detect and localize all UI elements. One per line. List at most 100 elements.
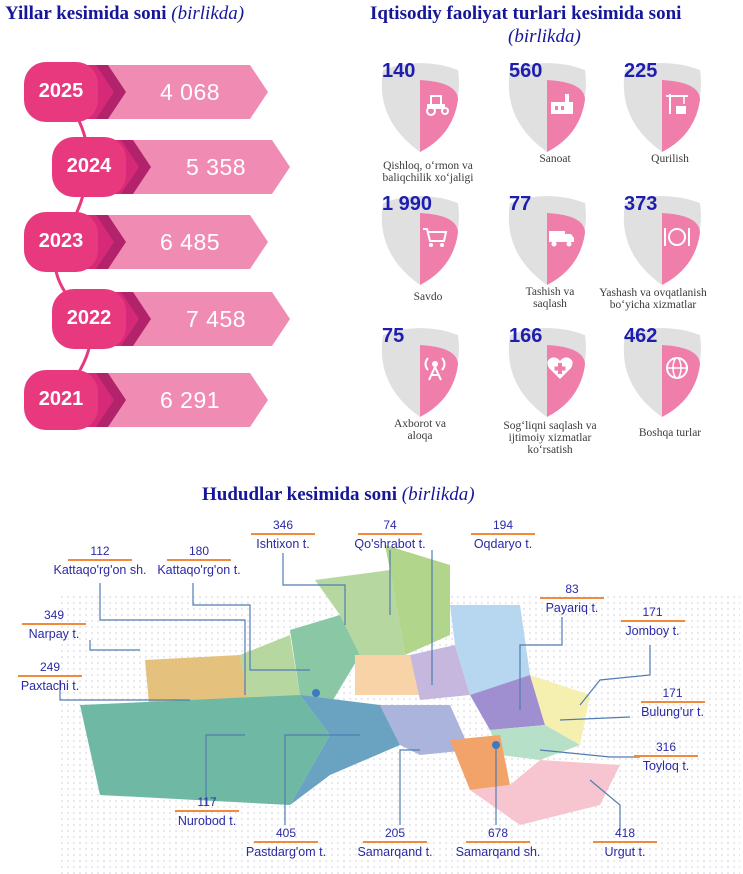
region-bar xyxy=(540,597,604,599)
region-narpay xyxy=(240,635,300,710)
sector-value: 462 xyxy=(624,325,658,347)
globe-icon xyxy=(666,357,688,379)
years-title: Yillar kesimida soni (birlikda) xyxy=(5,3,245,24)
year-row-2025: 2025 4 068 xyxy=(0,57,320,127)
region-value: 74 xyxy=(383,518,397,532)
region-bar xyxy=(620,620,685,622)
dining-icon xyxy=(664,228,690,246)
region-name: Nurobod t. xyxy=(177,814,237,828)
region-value: 249 xyxy=(39,660,61,674)
region-kattaqorgon-sh xyxy=(355,655,420,695)
region-pastdargom xyxy=(80,695,330,805)
years-unit: (birlikda) xyxy=(171,3,245,24)
region-label-nurobod: 117 Nurobod t. xyxy=(167,795,247,828)
region-value: 678 xyxy=(487,826,509,840)
regions-title: Hududlar kesimida soni (birlikda) xyxy=(202,484,475,505)
truck-icon xyxy=(549,231,574,247)
sector-value: 1 990 xyxy=(382,193,433,215)
crane-icon xyxy=(666,94,688,114)
region-map xyxy=(59,545,740,874)
shield-shape xyxy=(381,328,459,417)
sector-label: Yashash va ovqatlanish bo‘yicha xizmatla… xyxy=(599,287,707,311)
region-bar xyxy=(254,841,318,843)
region-bulungur xyxy=(530,675,590,745)
sector-value: 77 xyxy=(509,193,532,215)
sector-label: Sog‘liqni saqlash va ijtimoiy xizmatlar … xyxy=(503,420,597,456)
region-label-payariq: 83 Payariq t. xyxy=(532,582,612,615)
region-bar xyxy=(167,559,231,561)
map-city-marker xyxy=(492,741,500,749)
year-arrow xyxy=(24,62,268,122)
sector-card: 1 990 Savdo xyxy=(368,193,488,318)
sector-value: 225 xyxy=(624,60,658,82)
shield-shape xyxy=(623,196,701,285)
year-row-2023: 2023 6 485 xyxy=(0,207,320,277)
region-value: 180 xyxy=(188,544,210,558)
region-name: Samarqand sh. xyxy=(455,845,541,859)
year-arrow xyxy=(24,370,268,430)
region-bar xyxy=(175,810,239,812)
sector-value: 166 xyxy=(509,325,543,347)
sector-card: 560 Sanoat xyxy=(495,60,615,185)
region-oqdaryo xyxy=(410,645,470,700)
year-value: 7 458 xyxy=(186,306,247,332)
sector-value: 140 xyxy=(382,60,416,82)
region-label-ishtixon: 346 Ishtixon t. xyxy=(243,518,323,551)
health-icon xyxy=(547,357,573,379)
year-value: 4 068 xyxy=(160,79,221,105)
region-label-samarqand-sh: 678 Samarqand sh. xyxy=(448,826,548,859)
tractor-icon xyxy=(426,95,449,116)
sector-value: 75 xyxy=(382,325,405,347)
shield-shape xyxy=(508,63,586,152)
sector-card: 225 Qurilish xyxy=(610,60,730,185)
region-value: 418 xyxy=(614,826,636,840)
sector-label: Boshqa turlar xyxy=(638,427,702,439)
year-label: 2021 xyxy=(38,388,84,410)
sector-value: 373 xyxy=(624,193,658,215)
region-value: 405 xyxy=(275,826,297,840)
sector-label: Qurilish xyxy=(651,153,689,165)
sector-label: Sanoat xyxy=(539,153,571,165)
sector-card: 373 Yashash va ovqatlanish bo‘yicha xizm… xyxy=(599,193,730,318)
region-value: 117 xyxy=(197,795,217,809)
region-urgut xyxy=(470,760,620,825)
year-label: 2023 xyxy=(38,230,84,252)
sector-label: Axborot va aloqa xyxy=(393,418,447,442)
region-bar xyxy=(22,623,86,625)
region-label-bulungur: 171 Bulung'ur t. xyxy=(630,686,715,719)
region-bar xyxy=(640,701,705,703)
region-name: Jomboy t. xyxy=(625,624,680,638)
region-label-narpay: 349 Narpay t. xyxy=(14,608,94,641)
region-value: 171 xyxy=(662,686,683,700)
region-label-kattaqorgon-sh: 112 Kattaqo'rg'on sh. xyxy=(30,544,170,577)
map-center-marker xyxy=(312,689,320,697)
region-label-kattaqorgon-t: 180 Kattaqo'rg'on t. xyxy=(134,544,264,577)
region-bar xyxy=(358,533,422,535)
year-row-2022: 2022 7 458 xyxy=(0,284,320,354)
region-kattaqorgon-t xyxy=(290,615,360,705)
year-label: 2025 xyxy=(38,80,84,102)
factory-icon xyxy=(551,94,573,114)
sector-card: 77 Tashish va saqlash xyxy=(495,193,615,318)
region-bar xyxy=(18,675,82,677)
region-name: Samarqand t. xyxy=(357,845,433,859)
region-name: Payariq t. xyxy=(545,601,599,615)
shield-shape xyxy=(623,328,701,417)
region-value: 171 xyxy=(642,605,663,619)
year-row-2021: 2021 6 291 xyxy=(0,365,320,435)
region-value: 194 xyxy=(492,518,514,532)
antenna-icon xyxy=(424,357,446,381)
region-label-paxtachi: 249 Paxtachi t. xyxy=(10,660,90,693)
region-label-samarqand-t: 205 Samarqand t. xyxy=(350,826,440,859)
region-value: 316 xyxy=(655,740,677,754)
region-name: Narpay t. xyxy=(28,627,80,641)
year-arrow xyxy=(52,289,290,349)
sector-card: 75 Axborot va aloqa xyxy=(368,325,488,450)
year-label: 2024 xyxy=(66,155,112,177)
sector-card: 462 Boshqa turlar xyxy=(610,325,730,450)
region-name: Oqdaryo t. xyxy=(473,537,533,551)
year-arrow xyxy=(52,137,290,197)
region-label-pastdargom: 405 Pastdarg'om t. xyxy=(236,826,336,859)
region-bar xyxy=(593,841,657,843)
sector-card: 166 Sog‘liqni saqlash va ijtimoiy xizmat… xyxy=(495,325,615,456)
